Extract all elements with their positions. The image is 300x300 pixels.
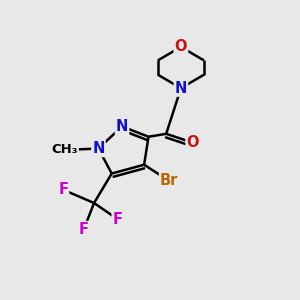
Text: O: O [186,135,199,150]
Text: F: F [112,212,123,227]
Text: F: F [79,222,89,237]
Text: CH₃: CH₃ [51,143,78,157]
Text: N: N [116,119,128,134]
Text: O: O [175,39,187,54]
Text: N: N [92,141,105,156]
Text: F: F [58,182,68,197]
Text: Br: Br [160,173,178,188]
Text: N: N [175,81,187,96]
